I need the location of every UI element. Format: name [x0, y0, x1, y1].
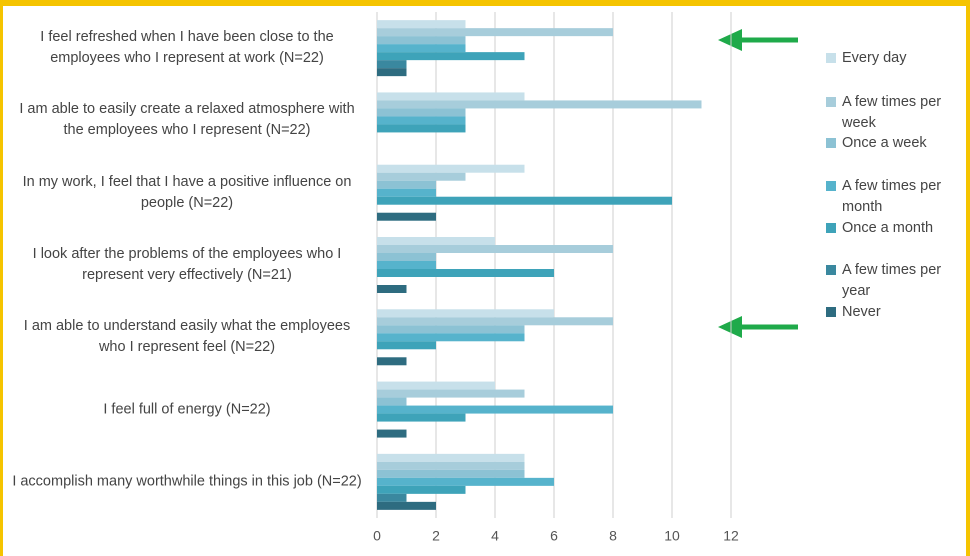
legend-item: Once a week	[826, 133, 956, 154]
bar	[377, 413, 466, 422]
bar	[377, 405, 613, 414]
bar	[377, 469, 525, 478]
legend-item: Never	[826, 302, 956, 323]
x-tick-label: 2	[432, 528, 440, 544]
bar	[377, 493, 407, 502]
legend-item: Every day	[826, 48, 956, 69]
legend-item: A few times per month	[826, 176, 956, 218]
bar	[377, 92, 525, 101]
bar	[377, 124, 466, 133]
bar	[377, 429, 407, 438]
bar	[377, 389, 525, 398]
bar	[377, 100, 702, 109]
legend-label: Every day	[842, 50, 907, 66]
bar	[377, 245, 613, 253]
bar	[377, 325, 525, 334]
bar	[377, 285, 407, 293]
x-tick-label: 6	[550, 528, 558, 544]
legend-label: A few times per week	[842, 94, 942, 131]
legend-swatch	[826, 53, 836, 63]
bar	[377, 36, 466, 45]
bar	[377, 164, 525, 173]
category-label: In my work, I feel that I have a positiv…	[22, 173, 352, 211]
bar	[377, 116, 466, 125]
frame-top	[0, 0, 970, 6]
bar	[377, 28, 613, 37]
legend-item: A few times per week	[826, 92, 956, 134]
bar	[377, 357, 407, 366]
bar	[377, 477, 554, 486]
bar	[377, 20, 466, 29]
bar	[377, 237, 495, 245]
legend-swatch	[826, 181, 836, 191]
bar	[377, 461, 525, 470]
legend-label: Once a week	[842, 135, 927, 151]
bar	[377, 381, 495, 390]
legend-item: A few times per year	[826, 260, 956, 302]
legend-label: A few times per month	[842, 178, 942, 215]
x-tick-label: 10	[664, 528, 680, 544]
bar	[377, 196, 672, 205]
category-label: I am able to easily create a relaxed atm…	[19, 101, 355, 139]
bar	[377, 269, 554, 277]
bar	[377, 397, 407, 406]
bar	[377, 333, 525, 342]
legend-swatch	[826, 307, 836, 317]
bar	[377, 180, 436, 189]
bar	[377, 341, 436, 350]
legend-swatch	[826, 265, 836, 275]
legend-label: Never	[842, 304, 881, 320]
bar	[377, 212, 436, 221]
bar	[377, 52, 525, 61]
bar	[377, 317, 613, 326]
arrow	[718, 29, 798, 51]
legend-label: Once a month	[842, 220, 934, 236]
x-tick-label: 4	[491, 528, 499, 544]
category-label: I accomplish many worthwhile things in t…	[12, 473, 362, 490]
category-label: I feel refreshed when I have been close …	[40, 29, 334, 67]
category-label: I feel full of energy (N=22)	[103, 401, 271, 418]
x-tick-label: 12	[723, 528, 739, 544]
bar	[377, 485, 466, 494]
bar	[377, 253, 436, 261]
bar	[377, 309, 554, 318]
legend-swatch	[826, 138, 836, 148]
bar	[377, 261, 436, 269]
arrow	[718, 316, 798, 338]
x-tick-label: 8	[609, 528, 617, 544]
frame-right	[966, 0, 970, 556]
frame-left	[0, 0, 3, 556]
bar	[377, 188, 436, 197]
legend-swatch	[826, 223, 836, 233]
bar	[377, 68, 407, 77]
bar	[377, 453, 525, 462]
x-tick-label: 0	[373, 528, 381, 544]
bar	[377, 501, 436, 510]
legend-item: Once a month	[826, 218, 956, 239]
bar	[377, 108, 466, 117]
legend-swatch	[826, 97, 836, 107]
bar	[377, 172, 466, 181]
legend-label: A few times per year	[842, 262, 942, 299]
bar	[377, 60, 407, 69]
bar	[377, 44, 466, 53]
category-label: I look after the problems of the employe…	[32, 246, 342, 283]
category-label: I am able to understand easily what the …	[23, 318, 351, 356]
